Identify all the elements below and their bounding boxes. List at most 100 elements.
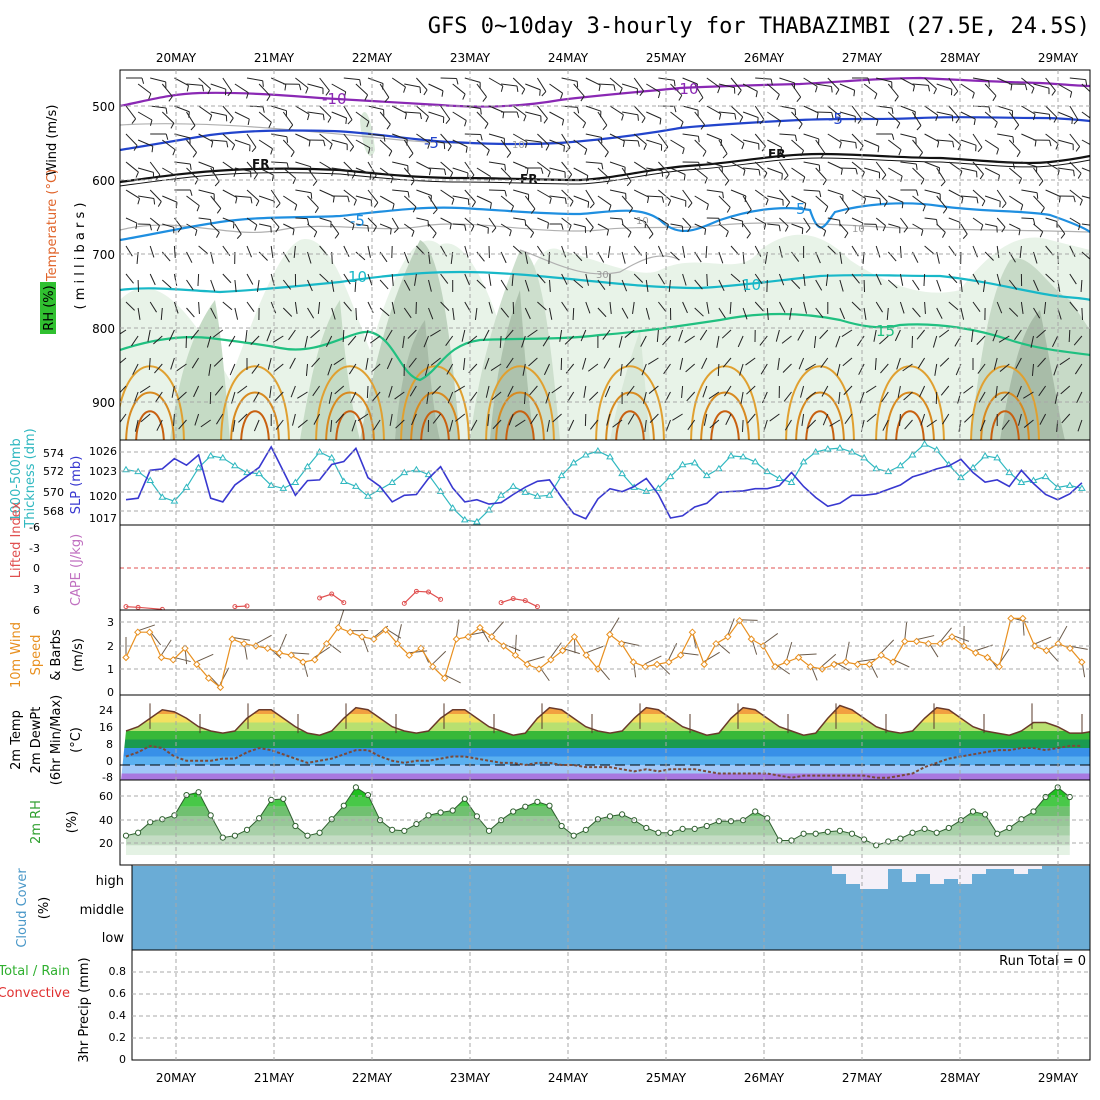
wind-barb — [198, 189, 215, 195]
cloud-ticks: high middle low — [80, 874, 125, 946]
wind-barb — [216, 413, 224, 425]
thickness-ticks: 574 572 570 568 1026 1023 1020 1017 — [43, 445, 117, 525]
wind-barb — [778, 273, 785, 286]
wind-barb — [476, 111, 489, 124]
wind-barb — [647, 357, 659, 365]
wind-barb-feather — [698, 162, 701, 169]
wind-barb — [186, 111, 196, 126]
data-point — [268, 796, 275, 804]
wind-barb-feather — [509, 230, 512, 237]
wind-barb — [1069, 645, 1088, 650]
cloud-tick: high — [96, 874, 124, 889]
temperature-axis-label: Temperature (°C) — [45, 169, 60, 282]
wind-barb — [379, 223, 392, 229]
wind-barb-feather — [288, 124, 294, 130]
wind-speed-point — [1066, 644, 1074, 653]
wind-speed-point — [747, 635, 756, 643]
wind-barb-feather — [489, 202, 492, 209]
wind-barb-feather — [805, 227, 811, 233]
temperature-contour — [420, 410, 450, 440]
wind-barb — [252, 391, 260, 403]
wind-barb — [213, 357, 224, 367]
wind-barb-feather — [216, 208, 222, 214]
wind-barb-feather — [567, 174, 573, 180]
date-label: 28MAY — [940, 51, 981, 65]
temp-tick: -8 — [102, 771, 113, 784]
data-point — [667, 829, 674, 836]
wind-barb — [366, 385, 369, 399]
wind-speed-point — [216, 683, 225, 692]
wind-barb-feather — [927, 85, 931, 92]
pressure-ticks: 500 600 700 800 900 — [92, 100, 115, 410]
wind-barb — [428, 83, 444, 92]
cloud-panel: high middle low Cloud Cover (%) — [15, 866, 1090, 950]
wind-barb — [1081, 83, 1090, 93]
data-point — [643, 824, 650, 832]
wind-barb — [851, 189, 866, 199]
wind-barb — [730, 217, 743, 222]
wind-barb — [334, 385, 345, 395]
wind-barb — [745, 357, 756, 366]
wind-barb — [424, 363, 429, 376]
wind-barb-feather — [250, 197, 253, 204]
cloud-high-gap — [846, 866, 860, 884]
wind-barb — [149, 189, 162, 202]
wind-barb — [196, 653, 214, 663]
wind-barb — [1016, 385, 1022, 398]
wind-barb — [120, 357, 127, 364]
wind-barb — [337, 610, 345, 627]
wind-barb-feather — [763, 223, 767, 230]
wind-barb-feather — [648, 233, 654, 239]
wind-barb — [428, 139, 445, 144]
wind-barb — [791, 83, 802, 98]
wind-barb — [186, 251, 193, 263]
wind-speed-point — [476, 623, 484, 632]
wind-barb-feather — [586, 175, 589, 182]
cloud-tick: low — [102, 931, 125, 946]
wind-barb — [912, 195, 926, 207]
wind-barb-feather — [331, 170, 334, 177]
data-point — [824, 828, 831, 835]
wind-barb-feather — [957, 144, 962, 151]
wind-barb — [779, 217, 789, 227]
wind-barb — [621, 641, 640, 647]
wind-barb-feather — [977, 146, 983, 153]
wind-barb — [446, 363, 454, 375]
wind-barb-feather — [1014, 124, 1020, 130]
wind-barb — [327, 363, 333, 376]
wind-barb-feather — [706, 204, 709, 211]
wind-barb — [670, 195, 686, 202]
wind-barb — [875, 217, 886, 226]
wind-barb-feather — [1073, 170, 1075, 177]
wind-barb — [507, 385, 514, 397]
wind-barb — [174, 161, 191, 165]
wind-barb-feather — [504, 164, 506, 171]
wind-barb — [1008, 111, 1020, 126]
data-point — [327, 453, 336, 461]
wind-barb — [476, 251, 485, 262]
wind-barb — [759, 335, 768, 346]
wind-barb — [880, 363, 889, 374]
data-point — [243, 468, 251, 476]
wind-barb — [622, 139, 639, 142]
wind-barb — [1008, 167, 1022, 179]
wind-barb — [295, 133, 311, 141]
wind-barb — [234, 307, 239, 320]
wind-barb — [972, 301, 981, 313]
wind-barb — [331, 307, 336, 320]
wind-barb — [754, 189, 769, 200]
wind-barb-feather — [347, 170, 349, 177]
wind-barb — [633, 105, 646, 119]
wind-barb — [379, 83, 390, 98]
wind-barb-feather — [737, 89, 742, 96]
wind-barb — [718, 139, 728, 154]
wind-barb — [1061, 413, 1071, 424]
wind-barb — [924, 245, 935, 255]
wind-barb — [888, 195, 904, 203]
wind-barb — [367, 273, 373, 286]
contour-label: FR — [768, 147, 785, 161]
wind-barb — [171, 385, 175, 398]
data-point — [425, 812, 432, 819]
wind-barb-feather — [275, 202, 281, 209]
panel-frame — [131, 949, 1091, 1061]
